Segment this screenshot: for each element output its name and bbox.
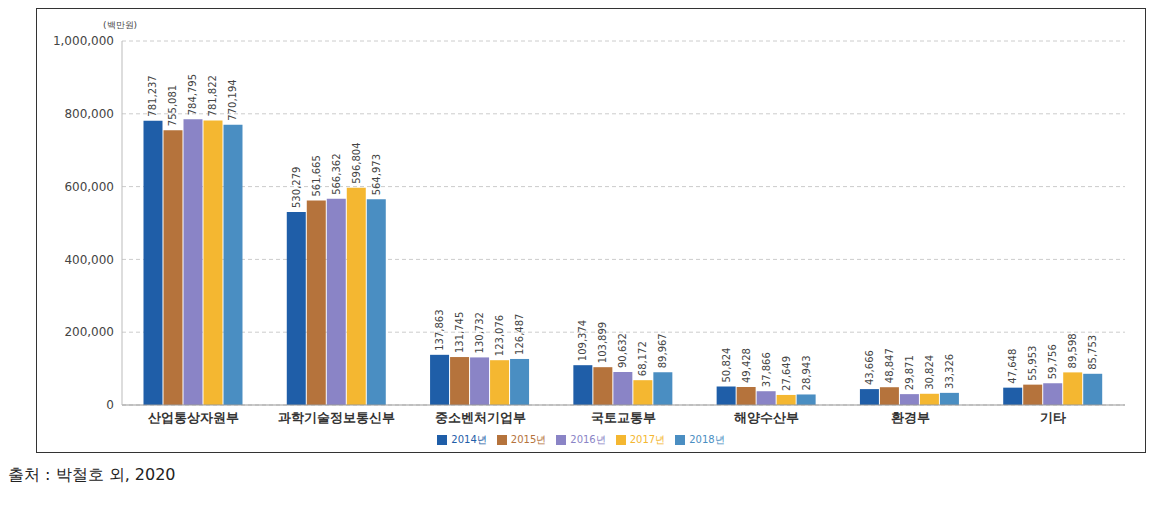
html-text:2017년: 2017년 — [629, 434, 666, 445]
svg-text:29,871: 29,871 — [904, 355, 915, 390]
svg-text:1,000,000: 1,000,000 — [53, 34, 114, 48]
svg-text:400,000: 400,000 — [64, 253, 114, 267]
svg-text:국토교통부: 국토교통부 — [591, 410, 656, 425]
svg-text:49,428: 49,428 — [741, 348, 752, 383]
svg-text:산업통상자원부: 산업통상자원부 — [148, 410, 239, 425]
svg-text:781,237: 781,237 — [147, 75, 158, 116]
html-text:2014년: 2014년 — [451, 434, 487, 445]
svg-text:596,804: 596,804 — [351, 142, 362, 183]
svg-text:68,172: 68,172 — [637, 341, 648, 376]
svg-text:중소벤처기업부: 중소벤처기업부 — [435, 410, 526, 425]
svg-text:530,279: 530,279 — [291, 167, 302, 208]
html-text:2015년: 2015년 — [510, 434, 547, 445]
html-text:2018년: 2018년 — [689, 434, 725, 445]
svg-text:109,374: 109,374 — [577, 320, 588, 361]
svg-text:130,732: 130,732 — [474, 312, 485, 353]
svg-text:33,326: 33,326 — [944, 354, 955, 389]
svg-text:126,487: 126,487 — [514, 314, 525, 355]
svg-text:784,795: 784,795 — [187, 74, 198, 115]
svg-text:30,824: 30,824 — [924, 355, 935, 390]
svg-text:43,666: 43,666 — [864, 350, 875, 385]
svg-text:564,973: 564,973 — [371, 154, 382, 195]
svg-text:과학기술정보통신부: 과학기술정보통신부 — [278, 410, 395, 425]
svg-text:0: 0 — [106, 398, 114, 412]
html-text:2016년: 2016년 — [570, 434, 606, 445]
svg-text:755,081: 755,081 — [167, 85, 178, 126]
svg-text:59,756: 59,756 — [1047, 344, 1058, 379]
svg-text:800,000: 800,000 — [64, 107, 114, 121]
svg-text:89,598: 89,598 — [1067, 333, 1078, 368]
svg-text:561,665: 561,665 — [311, 155, 322, 196]
svg-text:47,648: 47,648 — [1007, 349, 1018, 384]
svg-text:200,000: 200,000 — [64, 325, 114, 339]
svg-text:566,362: 566,362 — [331, 153, 342, 194]
svg-text:37,866: 37,866 — [761, 352, 772, 387]
svg-text:28,943: 28,943 — [801, 355, 812, 390]
svg-text:기타: 기타 — [1040, 410, 1066, 425]
svg-text:27,649: 27,649 — [781, 356, 792, 391]
html-text:(백만원): (백만원) — [103, 20, 137, 30]
svg-text:85,753: 85,753 — [1087, 335, 1098, 370]
svg-text:환경부: 환경부 — [891, 410, 930, 425]
svg-text:781,822: 781,822 — [207, 75, 218, 116]
svg-text:137,863: 137,863 — [434, 309, 445, 350]
svg-text:103,899: 103,899 — [597, 322, 608, 363]
svg-text:50,824: 50,824 — [721, 348, 732, 383]
svg-text:89,967: 89,967 — [657, 333, 668, 368]
svg-text:123,076: 123,076 — [494, 315, 505, 356]
svg-text:131,745: 131,745 — [454, 312, 465, 353]
svg-text:600,000: 600,000 — [64, 180, 114, 194]
svg-text:770,194: 770,194 — [227, 79, 238, 120]
svg-text:해양수산부: 해양수산부 — [734, 410, 799, 425]
svg-text:90,632: 90,632 — [617, 333, 628, 368]
html-text:출처 : 박철호 외, 2020: 출처 : 박철호 외, 2020 — [8, 465, 176, 484]
svg-text:48,847: 48,847 — [884, 348, 895, 383]
svg-text:55,953: 55,953 — [1027, 346, 1038, 381]
